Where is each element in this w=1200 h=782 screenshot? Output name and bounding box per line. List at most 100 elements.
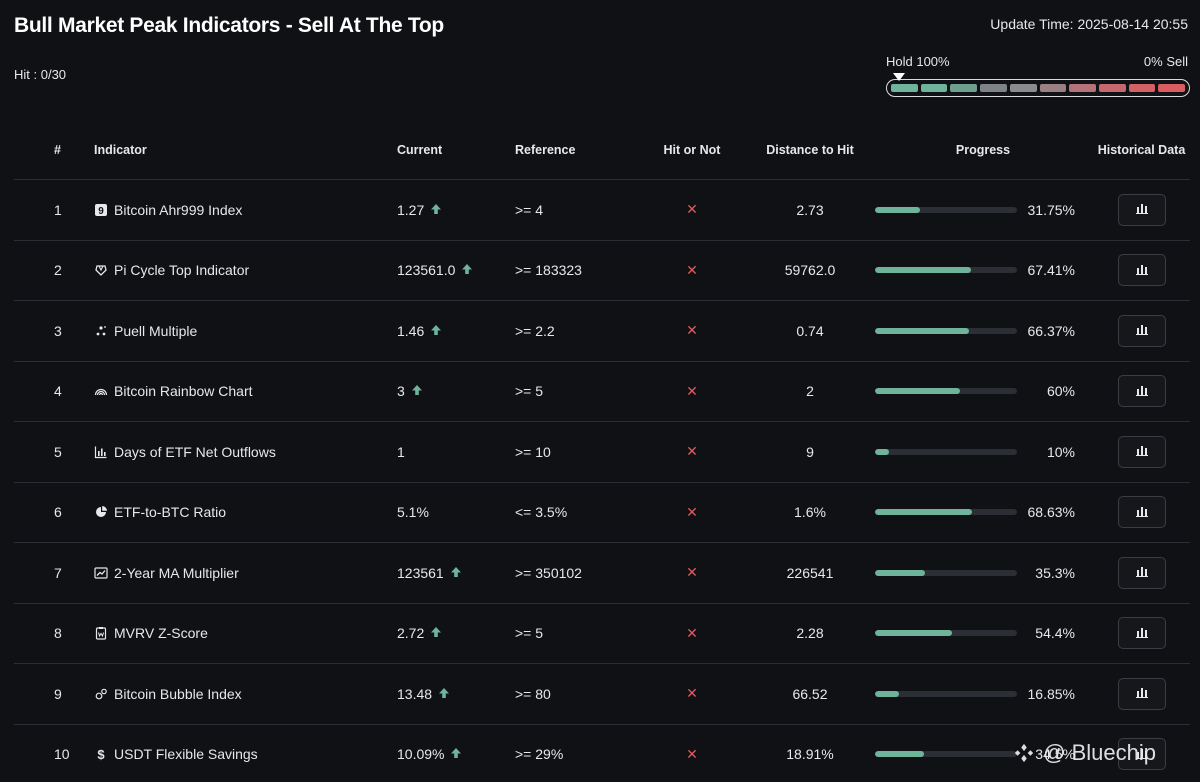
indicator-name[interactable]: USDT Flexible Savings	[114, 746, 258, 763]
bar-chart-icon	[1135, 504, 1149, 521]
meter-segment	[1039, 84, 1067, 92]
hit-status-icon: ✕	[637, 746, 747, 763]
bar-chart-icon	[1135, 383, 1149, 400]
header-reference: Reference	[515, 142, 576, 157]
progress-fill	[875, 267, 971, 274]
progress-fill	[875, 569, 926, 576]
distance-value: 2.28	[796, 625, 824, 642]
progress-percent: 66.37%	[1027, 322, 1075, 339]
header-progress: Progress	[955, 142, 1011, 157]
progress-track	[875, 327, 1017, 334]
indicator-name[interactable]: Pi Cycle Top Indicator	[114, 262, 250, 279]
current-value: 123561.0	[397, 262, 456, 279]
current-cell: 2.72	[397, 625, 515, 641]
pi-cycle-icon	[94, 263, 108, 277]
row-number: 2	[54, 262, 62, 279]
indicator-name[interactable]: Days of ETF Net Outflows	[114, 443, 276, 460]
indicator-name[interactable]: ETF-to-BTC Ratio	[114, 504, 227, 521]
indicator-cell[interactable]: ETF-to-BTC Ratio	[94, 504, 397, 520]
progress-percent: 10%	[1046, 443, 1075, 460]
historical-data-button[interactable]	[1117, 677, 1166, 710]
historical-data-button[interactable]	[1117, 254, 1166, 287]
indicator-name[interactable]: Bitcoin Bubble Index	[114, 685, 242, 702]
hit-status-icon: ✕	[637, 322, 747, 339]
hold-sell-meter: Hold 100% 0% Sell	[886, 54, 1190, 97]
current-cell: 123561	[397, 565, 515, 581]
indicator-cell[interactable]: 9 Bitcoin Ahr999 Index	[94, 202, 397, 218]
historical-data-button[interactable]	[1117, 314, 1166, 347]
progress-percent: 35.3%	[1035, 564, 1075, 581]
historical-data-button[interactable]	[1117, 556, 1166, 589]
not-hit-x: ✕	[686, 322, 698, 339]
puell-icon	[94, 324, 108, 338]
table-row: 10 $ USDT Flexible Savings 10.09% >= 29% ✕ 18.…	[14, 725, 1190, 782]
progress-cell: 67.41%	[873, 262, 1093, 278]
progress-fill	[875, 751, 924, 758]
current-value: 5.1%	[397, 504, 429, 521]
hit-status-icon: ✕	[637, 564, 747, 581]
indicator-cell[interactable]: Bitcoin Rainbow Chart	[94, 383, 397, 399]
indicator-name[interactable]: 2-Year MA Multiplier	[114, 564, 239, 581]
meter-segment	[1098, 84, 1126, 92]
reference-value: >= 29%	[515, 746, 564, 763]
historical-data-button[interactable]	[1117, 738, 1166, 771]
not-hit-x: ✕	[686, 201, 698, 218]
progress-fill	[875, 206, 921, 213]
table-row: 1 9 Bitcoin Ahr999 Index 1.27 >= 4 ✕ 2.73 31.75…	[14, 180, 1190, 241]
reference-value: >= 4	[515, 201, 544, 218]
indicator-cell[interactable]: Puell Multiple	[94, 323, 397, 339]
historical-data-button[interactable]	[1117, 193, 1166, 226]
current-value: 123561	[397, 564, 444, 581]
not-hit-x: ✕	[686, 261, 698, 278]
row-number: 10	[54, 746, 70, 763]
current-cell: 1.46	[397, 323, 515, 339]
historical-data-button[interactable]	[1117, 375, 1166, 408]
not-hit-x: ✕	[686, 685, 698, 702]
progress-track	[875, 690, 1017, 697]
progress-cell: 31.75%	[873, 202, 1093, 218]
historical-data-button[interactable]	[1117, 435, 1166, 468]
indicator-cell[interactable]: Days of ETF Net Outflows	[94, 444, 397, 460]
progress-fill	[875, 327, 970, 334]
meter-segment	[1128, 84, 1156, 92]
history-cell	[1093, 193, 1190, 226]
current-value: 13.48	[397, 685, 433, 702]
indicator-name[interactable]: Bitcoin Rainbow Chart	[114, 383, 253, 400]
current-value: 3	[397, 383, 405, 400]
hit-status-icon: ✕	[637, 201, 747, 218]
current-value: 2.72	[397, 625, 425, 642]
current-value: 10.09%	[397, 746, 445, 763]
progress-cell: 16.85%	[873, 686, 1093, 702]
historical-data-button[interactable]	[1117, 617, 1166, 650]
historical-data-button[interactable]	[1117, 496, 1166, 529]
current-cell: 13.48	[397, 686, 515, 702]
up-arrow-icon	[430, 323, 442, 339]
indicator-name[interactable]: Puell Multiple	[114, 322, 198, 339]
indicator-cell[interactable]: MVRV Z-Score	[94, 625, 397, 641]
indicator-name[interactable]: Bitcoin Ahr999 Index	[114, 201, 243, 218]
progress-track	[875, 267, 1017, 274]
progress-track	[875, 569, 1017, 576]
svg-text:9: 9	[98, 206, 104, 217]
bar-chart-icon	[94, 445, 108, 459]
progress-cell: 60%	[873, 383, 1093, 399]
not-hit-x: ✕	[686, 382, 698, 399]
row-number: 9	[54, 685, 62, 702]
distance-value: 2	[806, 383, 814, 400]
distance-value: 9	[806, 443, 814, 460]
progress-fill	[875, 388, 961, 395]
table-header: # Indicator Current Reference Hit or Not…	[14, 120, 1190, 180]
indicator-cell[interactable]: $ USDT Flexible Savings	[94, 746, 397, 762]
indicator-cell[interactable]: Pi Cycle Top Indicator	[94, 262, 397, 278]
indicator-cell[interactable]: 2-Year MA Multiplier	[94, 565, 397, 581]
bar-chart-icon	[1135, 201, 1149, 218]
rainbow-icon	[94, 384, 108, 398]
up-arrow-icon	[438, 686, 450, 702]
current-cell: 5.1%	[397, 504, 515, 520]
indicator-name[interactable]: MVRV Z-Score	[114, 625, 208, 642]
history-cell	[1093, 738, 1190, 771]
current-cell: 123561.0	[397, 262, 515, 278]
indicator-cell[interactable]: Bitcoin Bubble Index	[94, 686, 397, 702]
bar-chart-icon	[1135, 746, 1149, 763]
header-history: Historical Data	[1097, 142, 1186, 157]
